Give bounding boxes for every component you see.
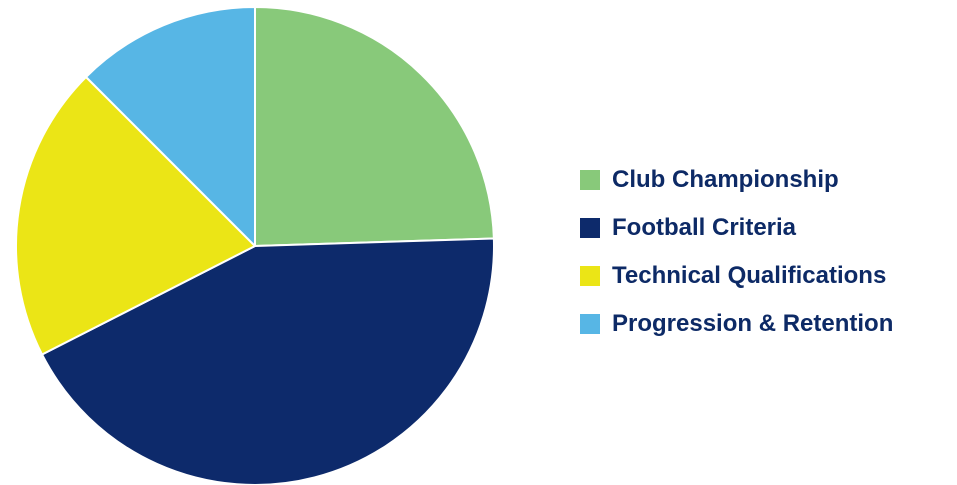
legend-swatch-football-criteria [580, 218, 600, 238]
legend-swatch-club-championship [580, 170, 600, 190]
legend-label-club-championship: Club Championship [612, 166, 839, 193]
legend-label-progression-retention: Progression & Retention [612, 310, 894, 337]
pie-slice-football-criteria [41, 237, 495, 485]
legend-item-club-championship: Club Championship [580, 156, 893, 204]
chart-legend: Club Championship Football Criteria Tech… [580, 156, 893, 348]
pie-slice-technical-qualifications [15, 76, 256, 356]
pie-slice-club-championship [254, 6, 495, 247]
pie-slice-progression-retention [85, 6, 256, 247]
pie-chart [15, 6, 495, 485]
legend-item-progression-retention: Progression & Retention [580, 300, 893, 348]
legend-item-technical-qualifications: Technical Qualifications [580, 252, 893, 300]
legend-item-football-criteria: Football Criteria [580, 204, 893, 252]
legend-label-football-criteria: Football Criteria [612, 214, 797, 241]
legend-swatch-progression-retention [580, 314, 600, 334]
legend-label-technical-qualifications: Technical Qualifications [612, 262, 887, 289]
legend-swatch-technical-qualifications [580, 266, 600, 286]
